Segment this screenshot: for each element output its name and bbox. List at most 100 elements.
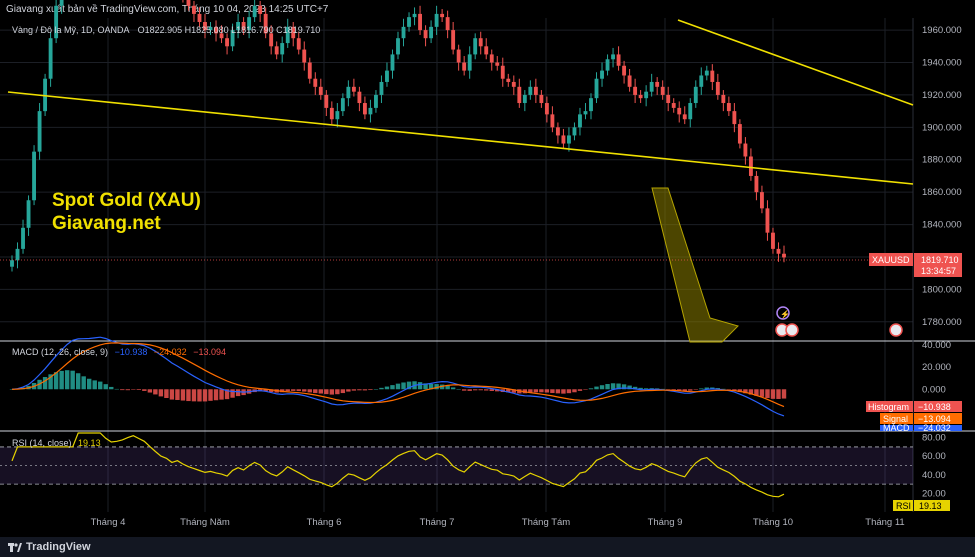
histogram-bar — [291, 389, 296, 391]
candle-body — [269, 33, 274, 47]
event-icons[interactable]: ⚡ — [775, 306, 903, 337]
macd-badges: Histogram −10.938 Signal −13.094 MACD −2… — [866, 401, 962, 433]
histogram-bar — [506, 389, 511, 393]
rsi-legend[interactable]: RSI (14, close) 19.13 — [12, 438, 101, 448]
macd-tick-label: 0.000 — [922, 384, 946, 395]
candle-body — [583, 111, 588, 115]
candle-body — [37, 111, 42, 152]
histogram-bar — [759, 389, 765, 397]
candle-body — [473, 38, 478, 55]
candle-body — [710, 70, 715, 82]
histogram-badge-value: −10.938 — [918, 402, 951, 412]
tradingview-logo-icon — [8, 543, 22, 552]
time-tick-label: Tháng Năm — [180, 517, 230, 528]
symbol-legend[interactable]: Vàng / Đô la Mỹ, 1D, OANDA O1822.905 H18… — [12, 25, 320, 35]
rsi-axis[interactable]: 80.00 60.00 40.00 20.00 — [922, 433, 946, 500]
price-pane[interactable] — [0, 18, 913, 340]
price-axis[interactable]: 1960.000 1940.000 1920.000 1900.000 1880.000… — [922, 25, 962, 328]
price-tick-label: 1920.000 — [922, 90, 962, 101]
candle-body — [638, 94, 643, 99]
time-tick-label: Tháng 10 — [753, 517, 793, 528]
candle-body — [760, 192, 764, 209]
candle-body — [43, 78, 48, 112]
candle-body — [252, 5, 257, 18]
macd-legend-label: MACD (12, 26, close, 9) — [12, 347, 108, 357]
time-tick-label: Tháng 9 — [648, 517, 683, 528]
lightning-glyph: ⚡ — [780, 309, 790, 319]
histogram-bar — [577, 389, 583, 391]
rsi-line — [11, 432, 785, 498]
histogram-bar — [70, 370, 75, 390]
trendline-upper[interactable] — [677, 19, 914, 106]
histogram-bar — [153, 389, 158, 395]
candle-body — [748, 156, 753, 176]
histogram-bar — [704, 387, 710, 390]
candle-body — [357, 91, 362, 104]
histogram-bar — [131, 389, 136, 390]
time-tick-label: Tháng 11 — [865, 517, 904, 528]
price-tick-label: 1780.000 — [922, 317, 962, 328]
histogram-bar — [528, 389, 533, 393]
histogram-bar — [125, 389, 131, 391]
histogram-bar — [296, 389, 301, 392]
candle-body — [412, 13, 417, 18]
candle-body — [495, 62, 500, 66]
candle-body — [225, 38, 229, 47]
histogram-bar — [53, 372, 59, 390]
histogram-bar — [384, 386, 390, 390]
candle-body — [247, 17, 252, 31]
histogram-bar — [81, 376, 86, 390]
rsi-badge-value: 19.13 — [919, 501, 942, 511]
candle-body — [572, 127, 577, 136]
histogram-bar — [605, 384, 610, 390]
time-axis[interactable]: Tháng 4 Tháng Năm Tháng 6 Tháng 7 Tháng Tám T… — [91, 517, 905, 528]
candle-body — [677, 107, 682, 115]
histogram-bar — [224, 389, 230, 400]
histogram-bar — [583, 389, 588, 390]
candle-body — [368, 107, 373, 115]
grid — [0, 18, 913, 512]
histogram-bar — [489, 389, 494, 391]
histogram-bar — [230, 389, 235, 398]
candle-body — [594, 78, 599, 99]
candle-body — [335, 111, 340, 120]
candle-body — [197, 13, 202, 22]
candle-body — [489, 54, 494, 63]
macd-legend-v1: −10.938 — [115, 347, 148, 357]
macd-tick-label: 40.000 — [922, 340, 951, 351]
trendline-lower[interactable] — [7, 91, 914, 185]
candle-body — [622, 65, 627, 76]
candle-body — [434, 13, 439, 27]
candle-body — [528, 86, 533, 95]
histogram-bar — [109, 386, 114, 390]
histogram-bar — [158, 389, 164, 397]
candle-body — [302, 49, 307, 63]
candle-body — [462, 62, 467, 71]
histogram-bar — [285, 389, 290, 392]
histogram-bar — [495, 389, 500, 392]
macd-legend[interactable]: MACD (12, 26, close, 9) −10.938 −24.032 … — [12, 347, 226, 357]
histogram-bar — [142, 389, 147, 391]
projection-arrow[interactable] — [651, 187, 739, 343]
candle-body — [732, 111, 737, 125]
macd-axis[interactable]: 40.000 20.000 0.000 — [922, 340, 951, 395]
histogram-bar — [114, 388, 119, 390]
publish-text: Giavang xuất bản về TradingView.com, Thá… — [6, 4, 329, 15]
publish-header: Giavang xuất bản về TradingView.com, Thá… — [0, 0, 975, 20]
macd-badge-value: −24.032 — [918, 423, 951, 433]
macd-badge-label: MACD — [883, 423, 910, 433]
histogram-bar — [544, 389, 550, 393]
price-tick-label: 1940.000 — [922, 58, 962, 69]
candle-body — [671, 103, 676, 108]
candle-body — [407, 17, 411, 27]
candle-body — [688, 103, 693, 120]
candle-body — [655, 81, 660, 87]
histogram-bar — [395, 383, 401, 390]
histogram-bar — [671, 389, 676, 391]
candle-body — [203, 22, 207, 31]
histogram-bar — [599, 385, 605, 390]
time-tick-label: Tháng 7 — [420, 517, 455, 528]
histogram-bar — [120, 389, 125, 391]
candles[interactable] — [10, 0, 786, 272]
